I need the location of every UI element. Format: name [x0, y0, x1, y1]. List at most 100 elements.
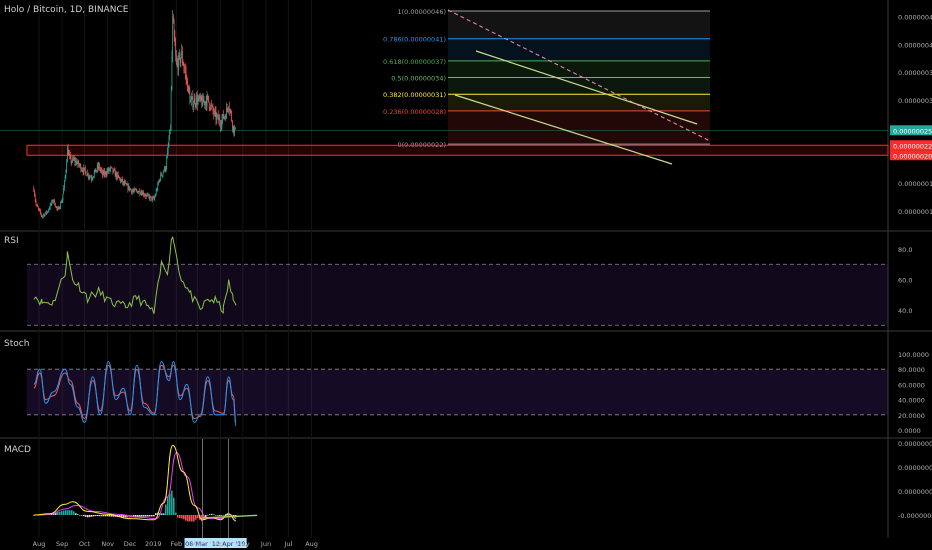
price-candle-body — [121, 179, 123, 181]
price-candle-body — [205, 101, 207, 107]
macd-histogram-bar — [104, 515, 107, 517]
price-candle-body — [182, 61, 184, 66]
price-candle-body — [81, 169, 82, 171]
price-candle-body — [226, 107, 227, 119]
price-candle-body — [155, 194, 156, 197]
stoch-k-line — [33, 361, 237, 427]
price-candle-body — [39, 209, 41, 211]
stoch-tick-label: 80.0000 — [898, 366, 925, 374]
x-tick-label: Nov — [101, 540, 114, 548]
price-candle-body — [145, 195, 147, 197]
macd-histogram-bar — [54, 512, 57, 515]
price-candle-body — [73, 159, 75, 160]
price-candle-body — [51, 200, 53, 205]
price-candle-body — [33, 188, 35, 192]
price-candle-body — [70, 155, 71, 158]
price-candle-body — [43, 214, 45, 216]
price-candle-body — [197, 99, 199, 105]
price-candle-body — [117, 173, 118, 179]
price-candle-body — [50, 204, 52, 205]
price-candle-body — [72, 157, 73, 162]
price-candle-body — [123, 181, 124, 183]
price-candle-body — [113, 169, 115, 173]
macd-histogram-bar — [110, 515, 113, 517]
macd-histogram-bar — [204, 515, 207, 518]
price-candle-body — [109, 169, 111, 171]
price-candle-body — [40, 210, 41, 214]
price-candle-body — [140, 192, 142, 194]
price-candle-body — [201, 99, 203, 106]
price-candle-body — [208, 101, 210, 108]
price-candle-body — [216, 115, 218, 120]
price-candle-body — [186, 78, 188, 80]
price-candle-body — [71, 161, 73, 163]
price-candle-body — [156, 189, 158, 191]
fib-zone — [448, 38, 710, 61]
price-candle-body — [177, 63, 179, 71]
x-tick-label: Dec — [124, 540, 137, 548]
current-price-label: 0.00000025 — [893, 127, 932, 135]
macd-histogram-bar — [66, 510, 69, 515]
price-candle-body — [179, 53, 181, 63]
price-candle-body — [53, 199, 55, 201]
price-candle-body — [58, 207, 60, 210]
macd-histogram-bar — [62, 510, 65, 515]
macd-histogram-bar — [188, 515, 191, 522]
macd-histogram-bar — [102, 515, 105, 517]
macd-histogram-bar — [212, 514, 215, 516]
price-candle-body — [233, 125, 235, 133]
stoch-tick-label: 100.0000 — [898, 351, 929, 359]
x-tick-label: Mar — [191, 540, 204, 548]
price-candle-body — [196, 96, 197, 105]
price-candle-body — [64, 180, 65, 188]
price-candle-body — [193, 103, 194, 107]
price-candle-body — [124, 182, 126, 185]
macd-histogram-bar — [98, 515, 101, 517]
fib-zone — [448, 77, 710, 95]
price-candle-body — [231, 112, 232, 122]
price-candle-body — [221, 119, 223, 126]
price-candle-body — [67, 147, 69, 156]
macd-histogram-bar — [162, 513, 165, 515]
price-candle-body — [152, 197, 154, 199]
price-candle-body — [131, 189, 132, 193]
price-candle-body — [192, 96, 194, 107]
price-candle-body — [76, 163, 78, 165]
macd-histogram-bar — [154, 513, 157, 515]
macd-histogram-bar — [86, 515, 89, 518]
stoch-tick-label: 60.0000 — [898, 381, 925, 389]
price-candle-body — [199, 95, 201, 99]
symbol-title: Holo / Bitcoin, 1D, BINANCE — [4, 5, 129, 15]
macd-histogram-bar — [112, 515, 115, 517]
price-candle-body — [160, 173, 162, 180]
support-price-label: 0.00000022 — [893, 142, 932, 150]
price-candle-body — [102, 170, 103, 176]
macd-histogram-bar — [168, 493, 171, 515]
price-candle-body — [63, 187, 64, 195]
price-candle-body — [196, 96, 198, 105]
price-candle-body — [174, 36, 176, 46]
price-candle-body — [120, 178, 121, 182]
price-candle-body — [229, 107, 230, 111]
price-candle-body — [164, 166, 165, 172]
price-candle-body — [213, 110, 215, 115]
macd-histogram-bar — [140, 515, 143, 517]
price-candle-body — [185, 70, 186, 73]
macd-tick-label: 0.00000002 — [898, 488, 932, 496]
price-candle-body — [98, 164, 100, 168]
price-candle-body — [62, 194, 64, 201]
price-candle-body — [93, 172, 95, 177]
price-candle-body — [190, 98, 192, 102]
price-candle-body — [141, 192, 143, 195]
price-candle-body — [108, 168, 109, 172]
price-candle-body — [137, 192, 139, 194]
price-candle-body — [111, 167, 113, 169]
macd-histogram-bar — [96, 515, 99, 517]
price-candle-body — [142, 192, 144, 195]
price-candle-body — [176, 63, 178, 64]
macd-histogram-bar — [74, 513, 77, 515]
price-candle-body — [151, 196, 153, 201]
x-tick-label: Jun — [260, 540, 271, 548]
price-candle-body — [188, 85, 190, 93]
